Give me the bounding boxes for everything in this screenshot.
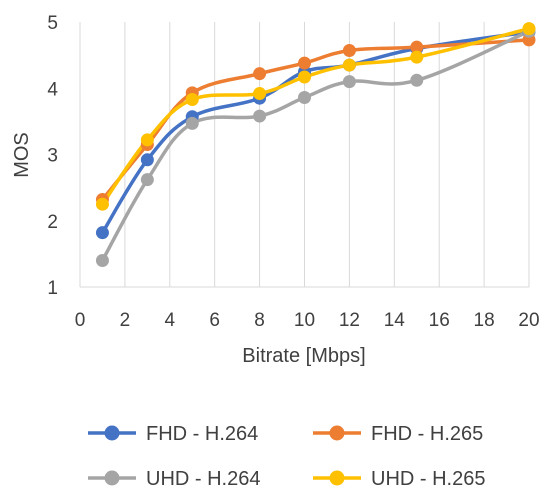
data-point-s2-4 xyxy=(298,91,311,105)
x-tick-label: 12 xyxy=(339,310,360,331)
y-tick-label: 5 xyxy=(47,13,58,34)
legend-item-1: FHD - H.265 xyxy=(313,423,483,445)
x-tick-label: 10 xyxy=(294,310,315,331)
y-axis-label: MOS xyxy=(11,132,33,178)
data-point-s3-5 xyxy=(342,58,356,72)
data-point-s0-1 xyxy=(140,153,154,167)
legend-label: UHD - H.265 xyxy=(371,468,485,490)
legend-marker xyxy=(104,470,120,486)
y-tick-label: 3 xyxy=(47,146,58,167)
legend-item-3: UHD - H.265 xyxy=(313,468,485,490)
data-point-s1-3 xyxy=(253,67,267,81)
legend-label: FHD - H.265 xyxy=(371,423,483,445)
data-point-s3-7 xyxy=(522,22,536,36)
data-point-s3-6 xyxy=(410,50,424,64)
data-point-s2-6 xyxy=(410,73,424,87)
x-tick-label: 18 xyxy=(474,310,495,331)
legend: FHD - H.264 FHD - H.265 UHD - H.264 UHD - H… xyxy=(88,423,485,490)
legend-label: UHD - H.264 xyxy=(146,468,260,490)
x-tick-label: 20 xyxy=(518,310,539,331)
legend-marker xyxy=(329,470,345,486)
data-point-s3-4 xyxy=(298,70,311,84)
data-point-s2-0 xyxy=(95,254,109,267)
data-point-s3-1 xyxy=(140,133,154,147)
data-point-s1-4 xyxy=(298,56,311,70)
x-tick-label: 4 xyxy=(165,310,176,331)
data-point-s3-2 xyxy=(185,93,199,107)
data-point-s0-0 xyxy=(95,226,109,240)
legend-item-2: UHD - H.264 xyxy=(88,468,260,490)
data-point-s2-2 xyxy=(185,116,199,130)
x-tick-label: 14 xyxy=(384,310,406,331)
legend-item-0: FHD - H.264 xyxy=(88,423,258,445)
y-tick-label: 1 xyxy=(47,278,58,299)
series-line-2 xyxy=(100,29,531,263)
x-tick-label: 6 xyxy=(209,310,220,331)
y-tick-label: 2 xyxy=(47,212,58,233)
legend-marker xyxy=(104,425,120,441)
x-tick-label: 2 xyxy=(120,310,131,331)
x-tick-label: 8 xyxy=(254,310,265,331)
data-point-s1-5 xyxy=(342,43,356,57)
data-point-s1-6 xyxy=(410,40,424,54)
data-point-s3-0 xyxy=(95,197,109,211)
x-tick-labels: 0 2 4 6 8 10 12 14 16 18 20 xyxy=(75,310,540,331)
data-point-s2-5 xyxy=(342,75,356,89)
series-points xyxy=(95,22,536,267)
legend-label: FHD - H.264 xyxy=(146,423,258,445)
series-line-3 xyxy=(100,26,531,206)
y-tick-labels: 1 2 3 4 5 xyxy=(47,13,58,299)
y-tick-label: 4 xyxy=(47,79,58,100)
x-tick-label: 16 xyxy=(429,310,450,331)
series-lines xyxy=(100,26,531,263)
data-point-s2-1 xyxy=(140,173,154,187)
data-point-s2-3 xyxy=(253,109,267,123)
x-axis-label: Bitrate [Mbps] xyxy=(242,345,365,367)
x-tick-label: 0 xyxy=(75,310,86,331)
legend-marker xyxy=(329,425,345,441)
data-point-s3-3 xyxy=(253,87,267,101)
